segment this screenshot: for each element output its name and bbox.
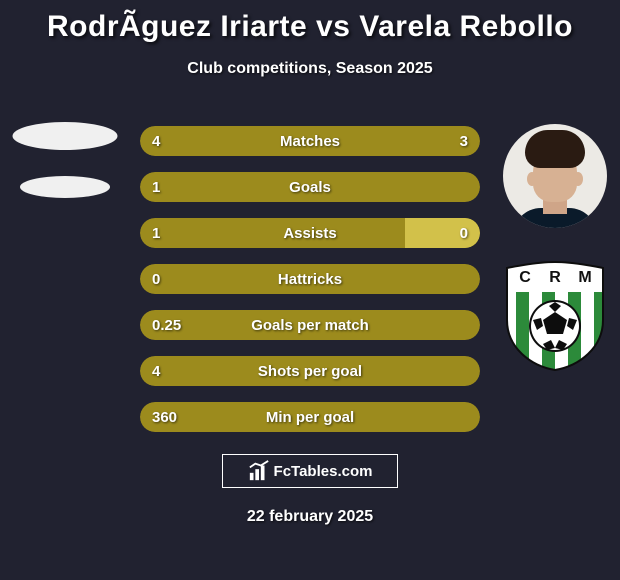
stat-label: Assists [140,218,480,248]
badge-letter: R [549,269,561,286]
branding-text: FcTables.com [274,463,373,480]
ellipse-icon [20,176,110,198]
stat-row: 360Min per goal [140,402,480,432]
stat-label: Hattricks [140,264,480,294]
stat-row: 4Shots per goal [140,356,480,386]
stat-row: 0.25Goals per match [140,310,480,340]
player1-column [0,106,130,456]
badge-letter: M [578,269,591,286]
stat-label: Matches [140,126,480,156]
stat-bars: 43Matches 1Goals 10Assists 0Hattricks 0.25Go… [140,126,480,432]
stat-row: 1Goals [140,172,480,202]
face-icon [503,124,607,228]
stat-label: Min per goal [140,402,480,432]
stat-row: 43Matches [140,126,480,156]
club-badge-icon: C R M [503,260,607,372]
comparison-card: RodrÃ­guez Iriarte vs Varela Rebollo Clu… [0,0,620,580]
player1-avatar-placeholder [13,122,118,150]
branding-box[interactable]: FcTables.com [222,454,398,488]
player2-club-badge: C R M [503,260,607,372]
stat-label: Goals per match [140,310,480,340]
bar-chart-icon [248,460,270,482]
stat-row: 10Assists [140,218,480,248]
footer-date: 22 february 2025 [0,508,620,526]
page-title: RodrÃ­guez Iriarte vs Varela Rebollo [0,10,620,44]
stat-label: Shots per goal [140,356,480,386]
player2-avatar [503,124,607,228]
avatar [503,124,607,228]
badge-letter: C [519,269,531,286]
stat-label: Goals [140,172,480,202]
stat-row: 0Hattricks [140,264,480,294]
shield-icon: C R M [503,260,607,372]
page-subtitle: Club competitions, Season 2025 [0,60,620,78]
player2-column: C R M [490,106,620,456]
chart-area: C R M [0,106,620,456]
ellipse-icon [13,122,118,150]
player1-club-placeholder [20,176,110,198]
